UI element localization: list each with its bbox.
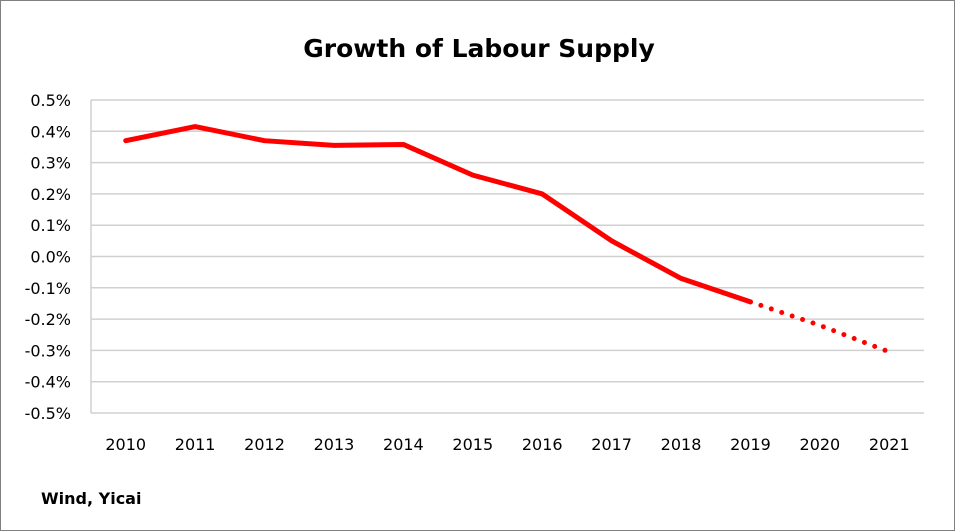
- y-tick-label: 0.0%: [30, 248, 71, 267]
- x-tick-label: 2016: [522, 435, 563, 454]
- x-tick-label: 2019: [730, 435, 771, 454]
- x-tick-label: 2018: [661, 435, 702, 454]
- x-tick-label: 2021: [869, 435, 910, 454]
- y-tick-label: 0.3%: [30, 154, 71, 173]
- series-line-forecast-dotted: [747, 299, 892, 355]
- series-lines: [123, 124, 892, 355]
- y-tick-label: -0.2%: [25, 310, 71, 329]
- source-label: Wind, Yicai: [41, 489, 141, 508]
- y-tick-label: -0.5%: [25, 404, 71, 423]
- y-tick-label: 0.4%: [30, 122, 71, 141]
- y-tick-label: 0.1%: [30, 216, 71, 235]
- x-axis-tick-labels: 2010 2011 2012 2013 2014 2015 2016 2017 2018 2019…: [105, 435, 909, 454]
- x-tick-label: 2014: [383, 435, 424, 454]
- x-tick-label: 2012: [244, 435, 285, 454]
- y-axis-tick-labels: 0.5% 0.4% 0.3% 0.2% 0.1% 0.0% -0.1% -0.2% -0.3% -…: [25, 91, 71, 423]
- x-tick-label: 2013: [314, 435, 355, 454]
- gridlines: [90, 99, 924, 414]
- x-tick-label: 2010: [105, 435, 146, 454]
- x-tick-label: 2017: [591, 435, 632, 454]
- x-tick-label: 2015: [452, 435, 493, 454]
- chart-title: Growth of Labour Supply: [303, 34, 655, 63]
- series-line-solid: [123, 124, 753, 305]
- x-tick-label: 2020: [800, 435, 841, 454]
- y-tick-label: -0.3%: [25, 341, 71, 360]
- x-tick-label: 2011: [175, 435, 216, 454]
- y-tick-label: -0.4%: [25, 373, 71, 392]
- y-tick-label: 0.5%: [30, 91, 71, 110]
- y-tick-label: -0.1%: [25, 279, 71, 298]
- y-tick-label: 0.2%: [30, 185, 71, 204]
